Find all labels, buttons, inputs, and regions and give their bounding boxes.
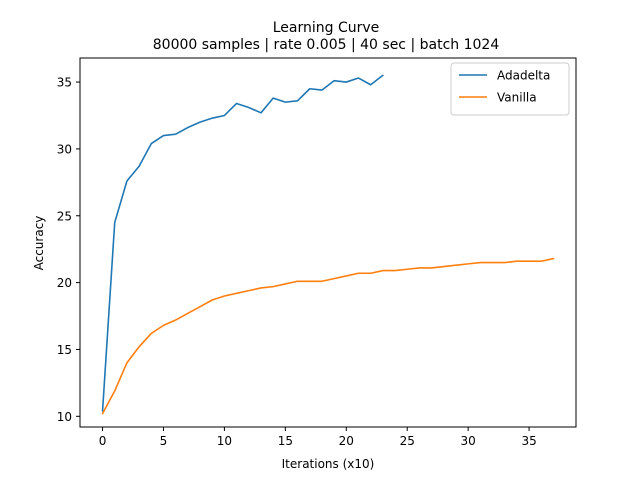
plot-area — [101, 74, 555, 415]
legend-label-vanilla: Vanilla — [497, 91, 537, 105]
series-line-adadelta — [101, 74, 384, 412]
x-tick-label: 5 — [160, 434, 168, 448]
x-tick-label: 15 — [278, 434, 293, 448]
y-tick-label: 10 — [57, 410, 72, 424]
legend: Adadelta Vanilla — [450, 62, 570, 116]
x-tick-label: 35 — [521, 434, 536, 448]
y-axis-label: Accuracy — [32, 216, 46, 271]
x-axis-ticks: 0 5 10 15 20 25 30 35 — [99, 427, 537, 448]
x-tick-label: 25 — [400, 434, 415, 448]
y-tick-label: 20 — [57, 276, 72, 290]
x-tick-label: 20 — [339, 434, 354, 448]
chart-title: Learning Curve — [273, 20, 380, 36]
y-axis-ticks: 10 15 20 25 30 35 — [57, 76, 80, 424]
x-axis-label: Iterations (x10) — [282, 457, 375, 471]
y-tick-label: 15 — [57, 343, 72, 357]
x-tick-label: 30 — [461, 434, 476, 448]
series-line-vanilla — [101, 257, 555, 415]
y-tick-label: 25 — [57, 209, 72, 223]
chart-subtitle: 80000 samples | rate 0.005 | 40 sec | ba… — [153, 37, 500, 53]
y-tick-label: 30 — [57, 142, 72, 156]
x-tick-label: 10 — [217, 434, 232, 448]
axes-frame — [79, 57, 577, 428]
legend-label-adadelta: Adadelta — [497, 69, 550, 83]
x-tick-label: 0 — [99, 434, 107, 448]
y-tick-label: 35 — [57, 76, 72, 90]
legend-box — [450, 62, 570, 116]
